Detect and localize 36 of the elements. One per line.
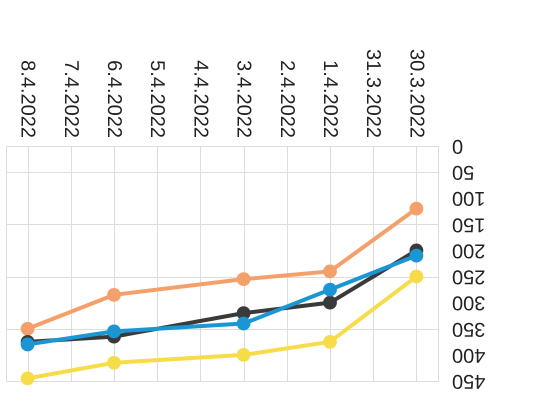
point [323,264,337,278]
y-tick-label: 300 [452,292,486,314]
point [410,202,424,216]
point [323,334,337,349]
y-tick-label: 450 [452,370,486,392]
point [20,372,34,386]
point [20,338,34,352]
y-tick-label: 200 [452,239,486,262]
point [236,272,250,286]
point [107,324,121,338]
y-tick-label: 0 [452,135,464,157]
point [107,288,121,302]
y-tick-label: 350 [452,318,486,340]
x-tick-label: 5.4.2022 [146,60,168,138]
x-tick-label: 7.4.2022 [60,60,82,138]
point [20,322,34,336]
x-tick-label: 30.3.2022 [405,49,428,138]
point [236,316,250,330]
y-tick-label: 150 [452,213,486,236]
y-tick-label: 50 [452,161,474,184]
point [107,356,121,370]
x-tick-label: 4.4.2022 [189,60,212,138]
x-tick-label: 2.4.2022 [276,60,298,138]
x-tick-label: 3.4.2022 [232,60,255,138]
point [410,248,424,263]
y-tick-label: 400 [452,344,486,366]
x-tick-label: 6.4.2022 [103,60,125,138]
point [236,348,250,362]
x-tick-label: 8.4.2022 [16,60,39,138]
y-tick-label: 250 [452,266,486,288]
point [323,296,337,310]
x-tick-label: 31.3.2022 [362,49,384,138]
y-tick-label: 100 [452,187,486,210]
point [410,270,424,284]
x-tick-label: 1.4.2022 [319,60,341,138]
point [323,282,337,296]
